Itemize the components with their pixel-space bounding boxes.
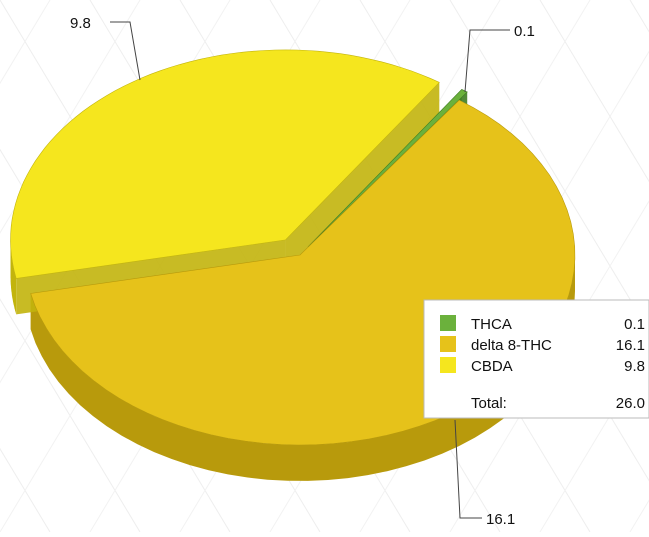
legend: THCA 0.1 delta 8-THC 16.1 CBDA 9.8 Total: 26.… xyxy=(423,299,649,419)
legend-box xyxy=(423,299,649,419)
legend-label-cbda: CBDA xyxy=(471,358,513,375)
legend-label-delta-8-thc: delta 8-THC xyxy=(471,337,552,354)
pie-slice-thca xyxy=(307,88,468,248)
slice-callouts: 0.1 16.1 9.8 xyxy=(70,15,535,528)
data-label-thca: 0.1 xyxy=(514,23,535,40)
legend-total-label: Total: xyxy=(471,395,507,412)
legend-value-delta-8-thc: 16.1 xyxy=(616,337,645,354)
legend-swatch-thca xyxy=(440,315,456,331)
legend-value-thca: 0.1 xyxy=(624,316,645,333)
callout-line-thca xyxy=(464,29,510,93)
legend-swatch-delta-8-thc xyxy=(440,336,456,352)
legend-total-value: 26.0 xyxy=(616,395,645,412)
data-label-cbda: 9.8 xyxy=(70,15,91,32)
callout-line-cbda xyxy=(110,21,141,81)
data-label-delta-8-thc: 16.1 xyxy=(486,511,515,528)
pie-slice-cbda xyxy=(10,49,440,279)
legend-swatch-cbda xyxy=(440,357,456,373)
callout-line-delta-8-thc xyxy=(454,419,482,519)
legend-label-thca: THCA xyxy=(471,316,512,333)
legend-value-cbda: 9.8 xyxy=(624,358,645,375)
